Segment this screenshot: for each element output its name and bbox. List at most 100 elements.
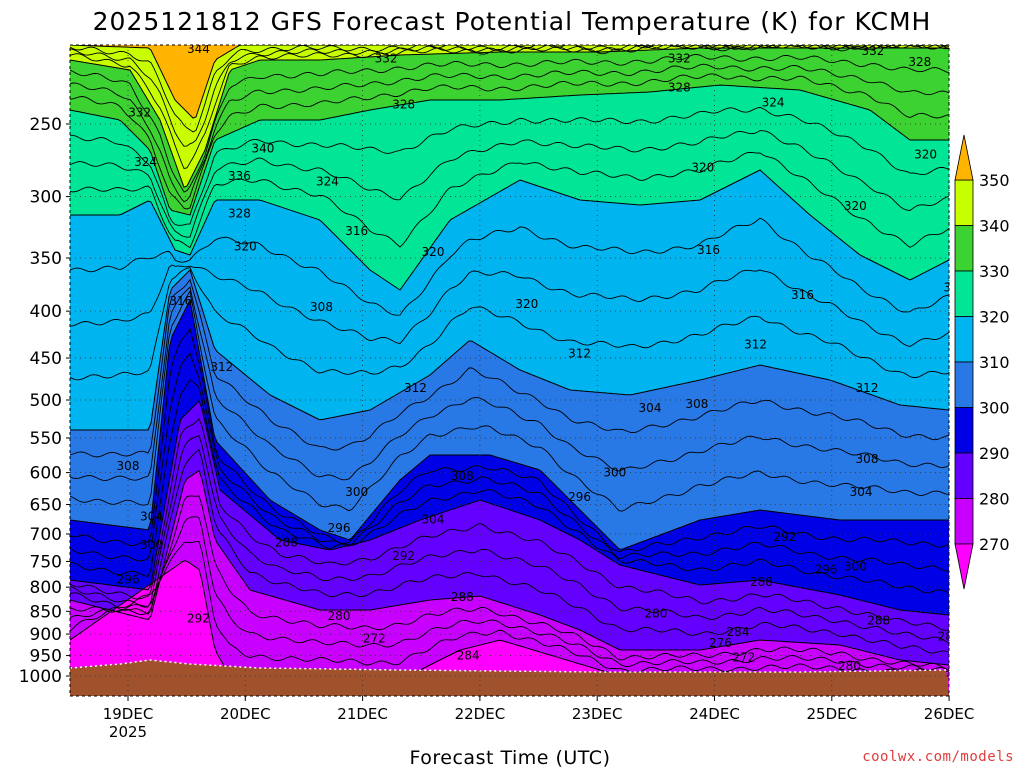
contour-label: 296 [328, 521, 351, 535]
contour-label: 284 [727, 625, 750, 639]
contour-label: 320 [844, 199, 867, 213]
contour-label: 324 [134, 155, 157, 169]
contour-line [70, 264, 949, 347]
contour-label: 292 [187, 611, 210, 625]
x-tick-label: 19DEC [103, 705, 154, 723]
contour-label: 288 [451, 590, 474, 604]
contour-label: 300 [603, 466, 626, 480]
axes: 250 300 350 400 450 500 550 600 650 700 750 800 850 9… [19, 45, 975, 741]
contour-label: 288 [275, 535, 298, 549]
contour-line [70, 63, 949, 203]
y-tick-label: 350 [30, 249, 62, 269]
contour-label: 312 [568, 347, 591, 361]
contour-line-350 [70, 45, 949, 119]
y-tick-label: 850 [30, 602, 62, 622]
contour-label: 336 [228, 169, 251, 183]
contour-label: 272 [363, 631, 386, 645]
contour-label: 316 [345, 224, 368, 238]
contour-label: 324 [762, 96, 785, 110]
ground-line [70, 659, 947, 673]
contour-line [70, 106, 949, 226]
contour-label: 320 [234, 239, 257, 253]
colorbar-box [954, 225, 974, 272]
contour-line [70, 267, 949, 381]
contour-label: 280 [328, 609, 351, 623]
contour-label: 300 [140, 538, 163, 552]
y-tick-label: 900 [30, 625, 62, 645]
y-tick-label: 300 [30, 188, 62, 208]
contour-label: 320 [914, 148, 937, 162]
y-tick-label: 600 [30, 464, 62, 484]
x-tick-label: 25DEC [807, 705, 858, 723]
y-tick-label: 450 [30, 349, 62, 369]
contour-label: 300 [345, 485, 368, 499]
contour-label: 284 [457, 649, 480, 663]
contour-line-280 [70, 469, 949, 666]
contour-label: 328 [908, 55, 931, 69]
contour-label: 308 [310, 300, 333, 314]
contour-label: 296 [814, 562, 837, 576]
contour-label: 308 [451, 469, 474, 483]
contour-label: 312 [404, 381, 427, 395]
contour-label: 332 [668, 51, 691, 65]
contour-label: 316 [944, 281, 967, 295]
contour-line [70, 278, 949, 458]
contour-line [70, 541, 949, 675]
y-tick-label: 650 [30, 495, 62, 515]
contour-label: 316 [791, 288, 814, 302]
y-tick-label: 550 [30, 429, 62, 449]
contour-label: 316 [169, 294, 192, 308]
contour-line [70, 352, 949, 572]
colorbar-min-triangle [954, 543, 974, 590]
colorbar-box [954, 407, 974, 454]
contour-label: 308 [856, 452, 879, 466]
contour-label: 332 [128, 106, 151, 120]
contour-line [70, 435, 949, 644]
colorbar-box [954, 270, 974, 317]
colorbar-max-triangle [954, 134, 974, 181]
contour-label: 276 [709, 636, 732, 650]
colorbar-tick-label: 350 [979, 171, 1010, 190]
contour-line [70, 379, 949, 594]
contour-line [70, 286, 949, 481]
contour-label: 312 [856, 381, 879, 395]
contour-line-300 [70, 298, 949, 550]
contour-label: 320 [515, 297, 538, 311]
x-tick-label: 20DEC [220, 705, 271, 723]
contour-label: 304 [422, 513, 445, 527]
colorbar-tick-label: 270 [979, 535, 1010, 554]
x-year-label: 2025 [109, 723, 147, 741]
contour-label: 320 [691, 161, 714, 175]
contour-label: 304 [140, 510, 163, 524]
colorbar: 350 340 330 320 310 300 290 280 270 [954, 134, 1010, 590]
contour-line [70, 73, 949, 210]
contour-line [70, 130, 949, 238]
contour-label: 304 [639, 401, 662, 415]
colorbar-tick-label: 280 [979, 490, 1010, 509]
plot-area: 344 332 332 332 328 328 328 328 324 324 332 340 324 3… [70, 45, 967, 696]
y-tick-label: 400 [30, 302, 62, 322]
contour-label: 312 [210, 360, 233, 374]
contour-label: 296 [117, 573, 140, 587]
y-tick-label: 750 [30, 552, 62, 572]
contour-line [70, 495, 949, 671]
x-tick-label: 24DEC [689, 705, 740, 723]
contour-label: 300 [844, 560, 867, 574]
contour-line [70, 290, 949, 512]
y-tick-label: 950 [30, 647, 62, 667]
contour-label: 292 [392, 549, 415, 563]
x-tick-label: 21DEC [337, 705, 388, 723]
contour-label: 340 [251, 142, 274, 156]
contour-line [70, 418, 949, 631]
contour-label: 328 [668, 80, 691, 94]
contour-line-340 [70, 47, 949, 188]
colorbar-tick-label: 340 [979, 217, 1010, 236]
chart-title: 2025121812 GFS Forecast Potential Temper… [93, 7, 932, 36]
x-tick-label: 26DEC [924, 705, 975, 723]
contour-line-290 [70, 400, 949, 616]
colorbar-tick-label: 320 [979, 308, 1010, 327]
contour-label: 308 [685, 397, 708, 411]
colorbar-box [954, 452, 974, 499]
contour-label: 332 [375, 51, 398, 65]
